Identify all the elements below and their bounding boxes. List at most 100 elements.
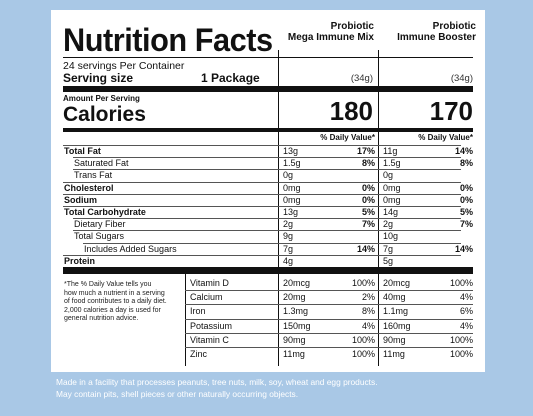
vitamin-dv-a: 100% xyxy=(351,334,375,345)
column-b-calories: 170 xyxy=(429,96,473,126)
nutrient-dv-a: 0% xyxy=(361,194,375,205)
nutrient-label: Protein xyxy=(64,255,96,266)
nutrient-rule xyxy=(73,218,461,220)
vitamin-label: Potassium xyxy=(190,320,233,331)
thick-rule-bottom xyxy=(63,267,473,274)
vitamin-label: Zinc xyxy=(190,349,208,359)
vitamin-dv-a: 100% xyxy=(351,349,375,359)
vitamin-dv-b: 100% xyxy=(449,278,473,288)
column-b-divider xyxy=(378,50,379,274)
vitamin-amount-a: 20mg xyxy=(283,292,306,303)
nutrient-amount-a: 4g xyxy=(283,255,294,266)
nutrient-amount-a: 0mg xyxy=(283,182,301,193)
nutrient-amount-b: 0g xyxy=(383,170,394,181)
nutrient-amount-b: 2g xyxy=(383,219,394,230)
thick-rule-top xyxy=(63,86,473,92)
serving-size-label: Serving size xyxy=(63,71,134,85)
vitamin-amount-b: 160mg xyxy=(383,320,411,331)
nutrient-dv-a: 5% xyxy=(361,207,375,217)
nutrient-label: Trans Fat xyxy=(74,170,113,181)
vitamin-amount-b: 1.1mg xyxy=(383,306,409,317)
nutrient-amount-a: 13g xyxy=(283,146,299,156)
nutrient-dv-a: 0% xyxy=(361,182,375,193)
vitamin-dv-a: 4% xyxy=(361,320,375,331)
nutrient-label: Saturated Fat xyxy=(74,158,129,169)
serving-size-value: 1 Package xyxy=(201,71,260,85)
vitamin-amount-a: 20mcg xyxy=(283,278,311,288)
nutrient-amount-b: 7g xyxy=(383,243,394,254)
nutrient-rule xyxy=(83,242,461,244)
calories-rule xyxy=(63,128,473,132)
column-a-divider xyxy=(278,50,279,274)
vitamin-amount-b: 11mg xyxy=(383,349,405,359)
vitamin-dv-a: 2% xyxy=(361,292,375,303)
nutrient-rule xyxy=(63,254,461,256)
nutrient-label: Cholesterol xyxy=(64,182,114,193)
nutrient-label: Total Carbohydrate xyxy=(64,207,146,217)
vitamin-rule xyxy=(185,290,473,292)
nutrient-amount-a: 1.5g xyxy=(283,158,301,169)
vitamin-dv-b: 6% xyxy=(459,306,473,317)
vitamin-amount-a: 150mg xyxy=(283,320,311,331)
vitamin-label: Vitamin D xyxy=(190,278,229,288)
vitamin-dv-b: 100% xyxy=(449,349,473,359)
vitamin-amount-b: 20mcg xyxy=(383,278,411,288)
vitamin-rule xyxy=(185,332,473,334)
column-a-serving-weight: (34g) xyxy=(350,73,373,84)
nutrient-dv-b: 8% xyxy=(459,158,473,169)
nutrient-dv-b: 0% xyxy=(459,194,473,205)
nutrient-dv-b: 14% xyxy=(454,243,473,254)
nutrient-rule xyxy=(63,145,461,146)
nutrient-amount-b: 14g xyxy=(383,207,399,217)
nutrient-dv-a: 17% xyxy=(356,146,375,156)
servings-per-container: 24 servings Per Container xyxy=(63,60,185,72)
nutrient-amount-a: 0mg xyxy=(283,194,301,205)
nutrient-dv-b: 5% xyxy=(459,207,473,217)
column-header-shade xyxy=(279,18,473,57)
vitamin-dv-a: 100% xyxy=(351,278,375,288)
vitamin-label: Iron xyxy=(190,306,206,317)
nutrient-rule xyxy=(73,157,461,159)
vitamin-amount-b: 90mg xyxy=(383,334,406,345)
vitamin-label: Calcium xyxy=(190,292,223,303)
nutrient-amount-a: 9g xyxy=(283,231,294,242)
nutrient-amount-b: 0mg xyxy=(383,182,401,193)
nutrient-amount-b: 11g xyxy=(383,146,398,156)
column-a-name: Probiotic Mega Immune Mix xyxy=(287,21,374,43)
column-a-dv-header: % Daily Value* xyxy=(320,133,375,142)
nutrient-label: Sodium xyxy=(64,194,97,205)
vitamin-label: Vitamin C xyxy=(190,334,229,345)
nutrient-label: Total Fat xyxy=(64,146,101,156)
column-a-calories: 180 xyxy=(329,96,373,126)
nutrient-rule xyxy=(63,193,461,195)
nutrient-rule xyxy=(73,230,461,232)
vitamin-dv-a: 8% xyxy=(361,306,375,317)
nutrient-rule xyxy=(63,181,461,183)
vitamin-rule xyxy=(185,304,473,306)
amount-per-serving: Amount Per Serving xyxy=(63,94,140,103)
column-b-serving-weight: (34g) xyxy=(450,73,473,84)
nutrient-label: Dietary Fiber xyxy=(74,219,126,230)
vitamin-dv-b: 4% xyxy=(459,292,473,303)
calories-label: Calories xyxy=(63,103,146,126)
nutrient-dv-b: 7% xyxy=(459,219,473,230)
nutrient-dv-a: 7% xyxy=(361,219,375,230)
nutrient-dv-b: 14% xyxy=(454,146,473,156)
vitamin-dv-b: 100% xyxy=(449,334,473,345)
nutrient-amount-b: 1.5g xyxy=(383,158,401,169)
nutrition-facts-panel: Nutrition Facts Probiotic Mega Immune Mi… xyxy=(51,10,485,372)
vitamin-amount-a: 90mg xyxy=(283,334,306,345)
nutrient-amount-a: 13g xyxy=(283,207,299,217)
allergen-statement: Made in a facility that processes peanut… xyxy=(56,377,378,387)
vitamin-dv-b: 4% xyxy=(459,320,473,331)
nutrient-dv-a: 8% xyxy=(361,158,375,169)
vitamin-amount-a: 1.3mg xyxy=(283,306,309,317)
vitamin-column-b-divider xyxy=(378,274,379,366)
column-b-name: Probiotic Immune Booster xyxy=(397,21,476,43)
vitamin-rule xyxy=(185,347,473,348)
nutrient-amount-a: 2g xyxy=(283,219,294,230)
nutrient-dv-b: 0% xyxy=(459,182,473,193)
nutrient-label: Total Sugars xyxy=(74,231,125,242)
nutrient-amount-b: 10g xyxy=(383,231,399,242)
nutrient-rule xyxy=(63,206,461,207)
